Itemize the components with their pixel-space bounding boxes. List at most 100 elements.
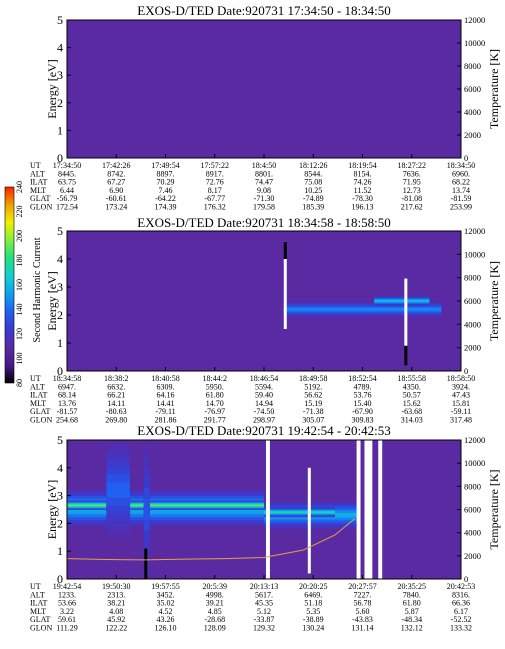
orbit-value: 1233. [58,590,76,599]
orbit-value: 74.47 [255,178,273,187]
orbit-value: 5594. [255,382,273,391]
y2-tick-label: 0 [464,574,468,584]
y-tick-label: 1 [57,123,63,137]
y2-tick-label: 0 [464,366,468,376]
orbit-value: 14.11 [107,399,125,408]
spectral-band [106,482,131,498]
orbit-value: -52.52 [451,615,472,624]
orbit-value: 68.22 [452,178,470,187]
y2-tick-label: 4000 [464,107,481,117]
orbit-value: 12.73 [403,186,421,195]
colorbar-tick-label: 220 [15,206,24,218]
data-gap [356,440,361,579]
colorbar: 80 100 120 140 160 180 200 220 240 Second Harmon… [4,181,43,387]
orbit-value: 45.35 [255,599,273,608]
colorbar-tick-label: 240 [15,181,24,193]
y2-tick-label: 8000 [464,481,481,491]
orbit-value: 17:34:50 [53,161,81,170]
orbit-value: 253.99 [450,203,472,212]
orbit-row-label: ILAT [30,178,47,187]
orbit-row-label: GLAT [30,407,51,416]
y2-tick-label: 6000 [464,296,481,306]
y2-tick-label: 6000 [464,505,481,515]
y-tick-label: 0 [57,572,63,586]
colorbar-label: Second Harmonic Current [32,237,43,342]
orbit-value: -81.59 [451,194,472,203]
y2-tick-label: 10000 [464,458,485,468]
orbit-value: 18:34:50 [447,161,475,170]
spike [404,345,408,366]
orbit-value: 18:27:22 [398,161,426,170]
orbit-value: -81.57 [57,407,78,416]
orbit-value: 13.76 [58,399,76,408]
orbit-row-label: GLAT [30,194,51,203]
orbit-value: 6.90 [109,186,123,195]
orbit-row-label: ILAT [30,599,47,608]
colorbar-tick-label: 200 [15,230,24,242]
orbit-value: -59.11 [451,407,471,416]
orbit-value: 66.36 [452,599,470,608]
orbit-value: 269.80 [105,416,127,425]
orbit-value: 6632. [107,382,125,391]
orbit-row-label: GLON [30,416,52,425]
orbit-value: 2313. [107,590,125,599]
y-axis-label: Energy [eV] [45,59,59,118]
orbit-value: 5.12 [257,607,271,616]
orbit-value: 14.70 [206,399,224,408]
panel-1: EXOS-D/TED Date:920731 17:34:50 - 18:34:… [30,3,501,212]
orbit-value: 8316. [452,590,470,599]
orbit-value: 15.81 [452,399,470,408]
orbit-value: 66.21 [107,391,125,400]
colorbar-tick-label: 120 [15,328,24,340]
orbit-value: 67.27 [107,178,125,187]
orbit-value: 4350. [403,382,421,391]
orbit-value: -79.11 [155,407,175,416]
orbit-value: 314.03 [401,416,423,425]
orbit-value: 5192. [304,382,322,391]
y-tick-label: 1 [57,544,63,558]
orbit-row-label: MLT [30,186,46,195]
orbit-value: 72.76 [206,178,224,187]
orbit-value: 5.87 [405,607,419,616]
chart-title: EXOS-D/TED Date:920731 19:42:54 - 20:42:… [137,423,390,438]
orbit-value: 15.40 [354,399,372,408]
colorbar-tick-label: 100 [15,353,24,365]
orbit-value: 53.66 [58,599,76,608]
y2-axis-label: Temperature [K] [487,49,501,129]
orbit-value: 8801. [255,169,273,178]
orbit-value: -74.50 [254,407,275,416]
orbit-value: 15.19 [304,399,322,408]
y-tick-label: 3 [57,280,63,294]
orbit-value: 17:57:22 [201,161,229,170]
orbit-value: 47.43 [452,391,470,400]
orbit-value: 9.08 [257,186,271,195]
orbit-value: 126.10 [155,624,177,633]
orbit-value: 18:40:58 [151,374,179,383]
y-axis-label: Energy [eV] [45,271,59,330]
y-tick-label: 0 [57,151,63,165]
orbit-value: 254.68 [56,416,78,425]
orbit-value: 20:27:57 [348,582,376,591]
y2-tick-label: 10000 [464,249,485,259]
orbit-value: -48.34 [401,615,422,624]
orbit-value: 3924. [452,382,470,391]
orbit-value: 59.40 [255,391,273,400]
orbit-value: 8742. [107,169,125,178]
orbit-value: 131.14 [352,624,374,633]
orbit-value: 7.46 [159,186,173,195]
colorbar-tick-label: 140 [15,304,24,316]
orbit-value: 10.25 [304,186,322,195]
orbit-value: 20:35:25 [398,582,426,591]
orbit-value: 18:4:50 [252,161,276,170]
y2-tick-label: 2000 [464,130,481,140]
orbit-value: 18:58:50 [447,374,475,383]
orbit-value: -33.87 [254,615,275,624]
orbit-value: -78.30 [352,194,373,203]
y-tick-label: 2 [57,308,63,322]
y2-tick-label: 6000 [464,84,481,94]
orbit-value: 13.74 [452,186,470,195]
orbit-value: 5.35 [306,607,320,616]
orbit-value: -64.22 [155,194,176,203]
y2-axis-label: Temperature [K] [487,261,501,341]
y-tick-label: 4 [57,252,63,266]
